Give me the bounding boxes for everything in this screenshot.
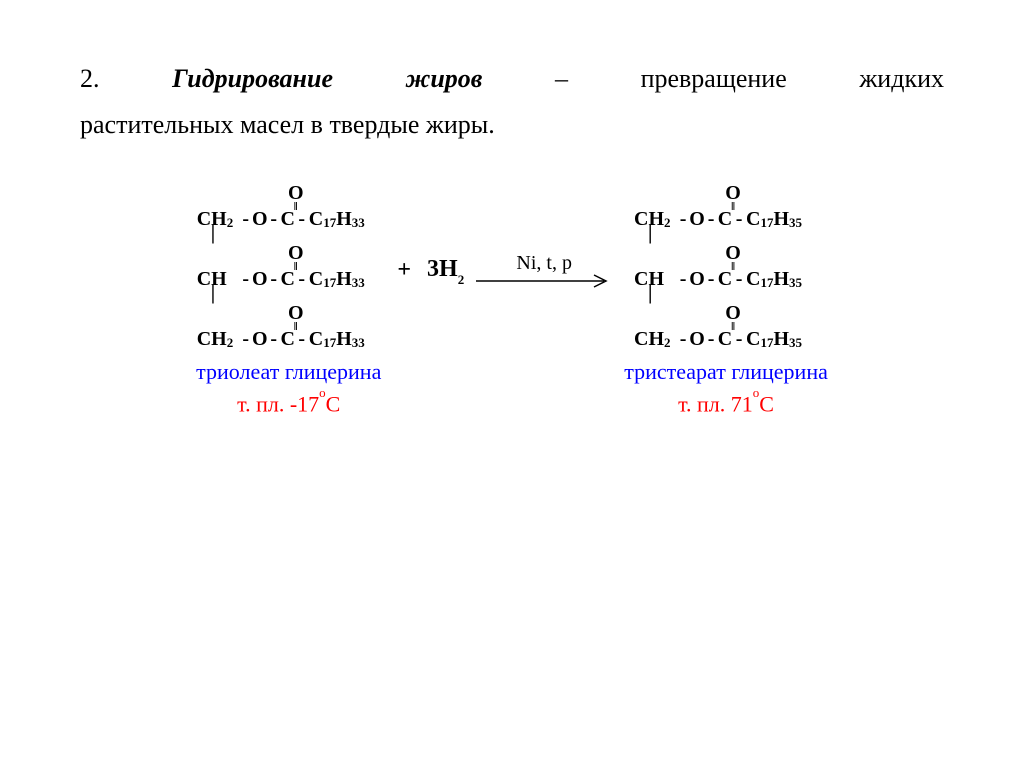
h2-sub: 2 [458, 272, 465, 287]
melting-unit: C [326, 392, 341, 417]
heading-line1: 2. Гидрирование жиров – превращение жидк… [80, 60, 944, 98]
tail-sub1: 17 [323, 276, 336, 289]
backbone-ch: CH [197, 329, 227, 349]
melting-deg: о [753, 385, 760, 400]
plus-text: + [397, 257, 411, 283]
backbone-ch: CH [634, 329, 664, 349]
plus-sign: + [391, 257, 417, 284]
tail-c: C [309, 329, 323, 349]
backbone-sub: 2 [664, 216, 671, 229]
reaction-equation: O‖ CH2 - O - C - C17H33 | O‖ CH - O - [80, 183, 944, 417]
tail-c: C [746, 209, 760, 229]
tail-c: C [309, 209, 323, 229]
tail-sub1: 17 [323, 336, 336, 349]
reactant-name: триолеат глицерина [196, 359, 381, 385]
tail-h: H [336, 329, 352, 349]
tail-c: C [746, 269, 760, 289]
backbone-sub: 2 [227, 216, 234, 229]
h2-coeff: 3 [427, 256, 439, 282]
reactant-structure: O‖ CH2 - O - C - C17H33 | O‖ CH - O - [197, 183, 381, 349]
melting-unit: C [759, 392, 774, 417]
heading-number: 2. [80, 64, 100, 93]
melting-value: т. пл. 71 [678, 392, 753, 417]
slide-page: 2. Гидрирование жиров – превращение жидк… [0, 0, 1024, 418]
tail-sub1: 17 [323, 216, 336, 229]
tail-h: H [773, 209, 789, 229]
tail-sub2: 33 [352, 216, 365, 229]
tail-sub1: 17 [760, 216, 773, 229]
backbone-sub: 2 [227, 336, 234, 349]
arrow-icon [474, 273, 614, 289]
heading-rest2: жидких [859, 64, 944, 93]
arrow-conditions: Ni, t, p [516, 252, 572, 275]
tail-sub1: 17 [760, 336, 773, 349]
reactant-melting: т. пл. -17оC [237, 391, 340, 417]
reaction-arrow: Ni, t, p [474, 252, 614, 289]
melting-value: т. пл. -17 [237, 392, 319, 417]
tail-h: H [773, 269, 789, 289]
tail-c: C [309, 269, 323, 289]
heading-rest1: превращение [641, 64, 787, 93]
tail-sub2: 35 [789, 216, 802, 229]
heading-dash: – [555, 64, 568, 93]
hydrogen-reagent: 3H2 [427, 256, 464, 286]
tail-h: H [336, 269, 352, 289]
tail-sub1: 17 [760, 276, 773, 289]
product-melting: т. пл. 71оC [678, 391, 774, 417]
tail-h: H [336, 209, 352, 229]
melting-deg: о [319, 385, 326, 400]
product-molecule: O‖ CH2 - O - C - C17H35 | O‖ CH - O - [624, 183, 828, 417]
tail-sub2: 33 [352, 276, 365, 289]
heading-term2: жиров [406, 64, 483, 93]
product-name: тристеарат глицерина [624, 359, 828, 385]
tail-sub2: 35 [789, 336, 802, 349]
backbone-sub: 2 [664, 336, 671, 349]
h2-symbol: H [439, 256, 458, 282]
heading-line2: растительных масел в твердые жиры. [80, 106, 944, 144]
tail-sub2: 33 [352, 336, 365, 349]
product-structure: O‖ CH2 - O - C - C17H35 | O‖ CH - O - [634, 183, 818, 349]
tail-sub2: 35 [789, 276, 802, 289]
reactant-molecule: O‖ CH2 - O - C - C17H33 | O‖ CH - O - [196, 183, 381, 417]
tail-h: H [773, 329, 789, 349]
heading-term: Гидрирование [172, 64, 333, 93]
tail-c: C [746, 329, 760, 349]
